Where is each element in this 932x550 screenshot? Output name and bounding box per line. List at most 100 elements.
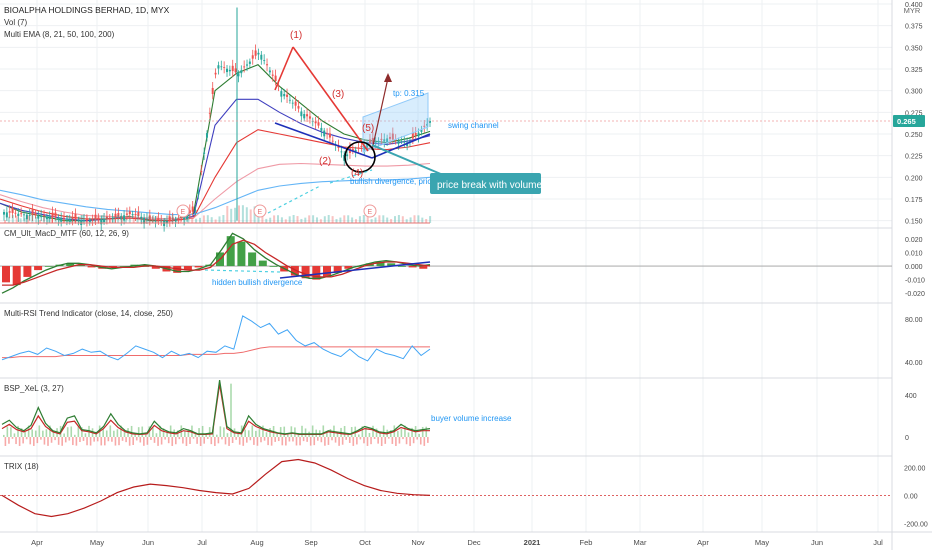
bsp-sell-bar — [295, 437, 298, 446]
volume-bar — [355, 219, 357, 223]
time-axis[interactable]: Apr May Jun Jul Aug Sep Oct Nov Dec 2021 Feb Mar Apr… — [31, 538, 883, 547]
bsp-sell-bar — [256, 437, 259, 446]
volume-bar — [27, 215, 30, 223]
bsp-buy-bar — [382, 425, 385, 438]
bsp-sell-bar — [416, 437, 418, 440]
price-tick-label: 0.275 — [905, 110, 923, 117]
price-candle — [260, 54, 263, 60]
price-candle — [60, 218, 63, 222]
macd-hist-bar — [2, 266, 10, 283]
bsp-panel[interactable]: buyer volume increase — [1, 380, 512, 446]
price-candle — [346, 154, 349, 157]
price-candle — [388, 136, 391, 139]
volume-bar — [58, 218, 61, 223]
price-candle — [194, 210, 197, 212]
price-candle — [51, 212, 54, 218]
bsp-sell-bar — [132, 437, 134, 445]
bsp-sell-bar — [182, 437, 184, 444]
price-candle — [394, 139, 397, 141]
bsp-sell-bar — [157, 437, 159, 446]
price-candle — [23, 214, 26, 216]
bsp-buy-bar — [13, 433, 16, 438]
volume-bar — [82, 215, 84, 223]
bsp-sell-bar — [299, 437, 301, 446]
volume-bar — [7, 216, 10, 223]
bsp-buy-bar — [283, 426, 286, 438]
volume-bar — [374, 217, 377, 223]
currency-label: MYR — [904, 6, 921, 15]
bsp-sell-bar — [317, 437, 319, 441]
volume-bar — [296, 216, 299, 223]
macd-panel[interactable]: hidden bullish divergence — [0, 232, 892, 294]
macd-line — [1, 232, 431, 294]
volume-bar — [199, 217, 201, 223]
bsp-buy-bar — [169, 425, 172, 438]
bsp-sell-bar — [388, 437, 390, 439]
bsp-sell-bar — [199, 437, 202, 446]
bsp-sell-bar — [341, 437, 344, 445]
channel-label: swing channel — [448, 121, 499, 130]
earnings-marker-label: E — [258, 209, 263, 216]
price-panel[interactable]: E E E (1) (2) (3) (4) (5) tp: 0.315 swing channel… — [0, 7, 892, 232]
bsp-sell-bar — [281, 437, 284, 446]
divergence-label: bullish divergence, price — [350, 177, 436, 186]
bsp-buy-bar — [116, 429, 119, 438]
bsp-sell-bar — [118, 437, 120, 446]
bsp-sell-bar — [164, 437, 166, 440]
bsp-buy-bar — [336, 432, 339, 438]
price-candle — [254, 50, 257, 56]
price-candle — [403, 141, 406, 143]
macd-hist-bar — [237, 241, 246, 267]
bsp-sell-bar — [178, 437, 181, 440]
bsp-buy-bar — [70, 426, 73, 438]
bsp-sell-bar — [22, 437, 24, 444]
volume-bar — [132, 215, 135, 223]
bsp-sell-bar — [100, 437, 103, 446]
bsp-title: BSP_XeL (3, 27) — [4, 384, 64, 393]
price-axis[interactable]: 0.150 0.175 0.200 0.225 0.250 0.275 0.300 0.325… — [893, 2, 928, 529]
price-candle — [248, 61, 251, 64]
macd-hist-bar — [344, 266, 353, 269]
price-candle — [211, 88, 214, 94]
volume-bar — [245, 207, 248, 223]
price-candle — [108, 217, 111, 219]
bsp-sell-bar — [143, 437, 145, 446]
volume-bar — [366, 216, 369, 223]
bsp-buy-bar — [326, 430, 328, 438]
price-candle — [57, 217, 60, 220]
bsp-buy-bar — [255, 430, 257, 438]
bsp-sell-bar — [18, 437, 21, 446]
price-candle — [137, 212, 140, 216]
price-candle — [134, 213, 137, 215]
bsp-buy-bar — [105, 430, 108, 438]
time-axis-label: Feb — [580, 538, 593, 547]
volume-bar — [78, 216, 81, 223]
trix-panel[interactable] — [0, 458, 892, 518]
bsp-sell-bar — [171, 437, 174, 446]
bsp-sell-bar — [57, 437, 60, 445]
bsp-sell-bar — [64, 437, 67, 443]
bsp-buy-bar — [20, 428, 23, 438]
price-candle — [34, 212, 37, 216]
bsp-buy-bar — [251, 425, 254, 438]
bsp-buy-bar — [375, 428, 378, 438]
price-candle — [397, 140, 400, 144]
volume-bar — [43, 216, 45, 223]
bsp-sell-bar — [167, 437, 170, 444]
price-candle — [85, 219, 88, 221]
bsp-sell-bar — [206, 437, 209, 439]
volume-bar — [351, 217, 354, 223]
bsp-buy-bar — [365, 427, 367, 438]
macd-hist-bar — [323, 266, 331, 277]
volume-bar — [253, 206, 256, 223]
price-candle — [117, 213, 120, 217]
macd-hist-bar — [397, 266, 406, 267]
macd-tick-label: -0.010 — [905, 278, 925, 285]
bsp-sell-bar — [146, 437, 149, 445]
price-candle — [28, 214, 31, 216]
price-candle — [320, 127, 323, 131]
bsp-buy-bar — [81, 427, 83, 438]
macd-tick-label: 0.000 — [905, 264, 923, 271]
rsi-panel[interactable] — [1, 315, 431, 362]
